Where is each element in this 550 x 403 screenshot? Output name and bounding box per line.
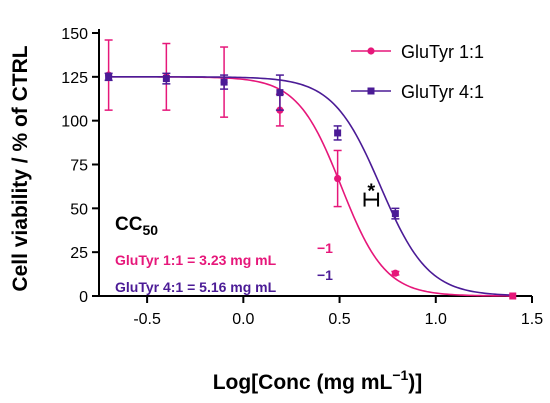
y-tick-label: 150: [61, 26, 88, 43]
significance-bracket: *: [363, 181, 380, 207]
y-tick-label: 125: [61, 70, 88, 87]
data-point-square: [334, 129, 342, 137]
y-tick-label: 0: [79, 289, 88, 306]
fit-curve-2: [108, 76, 513, 296]
y-axis-title: Cell viability / % of CTRL: [9, 45, 32, 291]
x-axis-title-end: )]: [408, 371, 422, 394]
legend-label-2: GluTyr 4:1: [401, 82, 484, 102]
data-point-square: [220, 78, 228, 86]
significance-star: *: [367, 181, 375, 203]
cc50-title: CC50: [115, 214, 158, 238]
cc50-annotation: CC50 GluTyr 1:1 = 3.23 mg mL −1 GluTyr 4:1 …: [115, 214, 333, 295]
axes: 0 25 50 75 100 125 150 -0.5 0.0 0.5 1.0 1.5 Log[Conc…: [9, 26, 543, 394]
cc50-title-sub: 50: [142, 222, 158, 238]
data-point-square: [162, 75, 170, 83]
legend-marker-square: [367, 87, 375, 95]
y-tick-label: 100: [61, 114, 88, 131]
y-tick-label: 50: [70, 201, 88, 218]
x-axis-title: Log[Conc (mg mL−1)]: [213, 367, 423, 394]
x-axis-title-main: Log[Conc (mg mL: [213, 371, 393, 394]
x-tick-label: 0.5: [328, 311, 350, 328]
data-point-square: [276, 89, 284, 97]
legend-label-1: GluTyr 1:1: [401, 42, 484, 62]
data-point-circle: [334, 174, 342, 183]
cc50-line-2: GluTyr 4:1 = 5.16 mg mL: [115, 279, 277, 295]
cc50-line-1-sup: −1: [317, 240, 333, 256]
data-point-end: [509, 292, 517, 300]
x-tick-label: -0.5: [133, 311, 161, 328]
x-tick-label: 1.5: [521, 311, 543, 328]
data-point-circle: [391, 269, 399, 277]
data-points: [104, 39, 517, 300]
data-point-square: [391, 210, 399, 218]
x-axis-title-sup: −1: [392, 367, 408, 383]
cc50-title-main: CC: [115, 214, 143, 235]
cc50-line-2-sup: −1: [317, 267, 333, 283]
x-tick-label: 0.0: [232, 311, 254, 328]
fit-curves: [108, 76, 513, 297]
legend-marker-circle: [367, 47, 375, 55]
y-tick-label: 75: [70, 158, 88, 175]
x-tick-label: 1.0: [425, 311, 447, 328]
y-tick-label: 25: [70, 245, 88, 262]
cc50-line-1: GluTyr 1:1 = 3.23 mg mL: [115, 252, 277, 268]
legend: GluTyr 1:1 GluTyr 4:1: [351, 42, 484, 102]
data-point-square: [105, 73, 113, 81]
